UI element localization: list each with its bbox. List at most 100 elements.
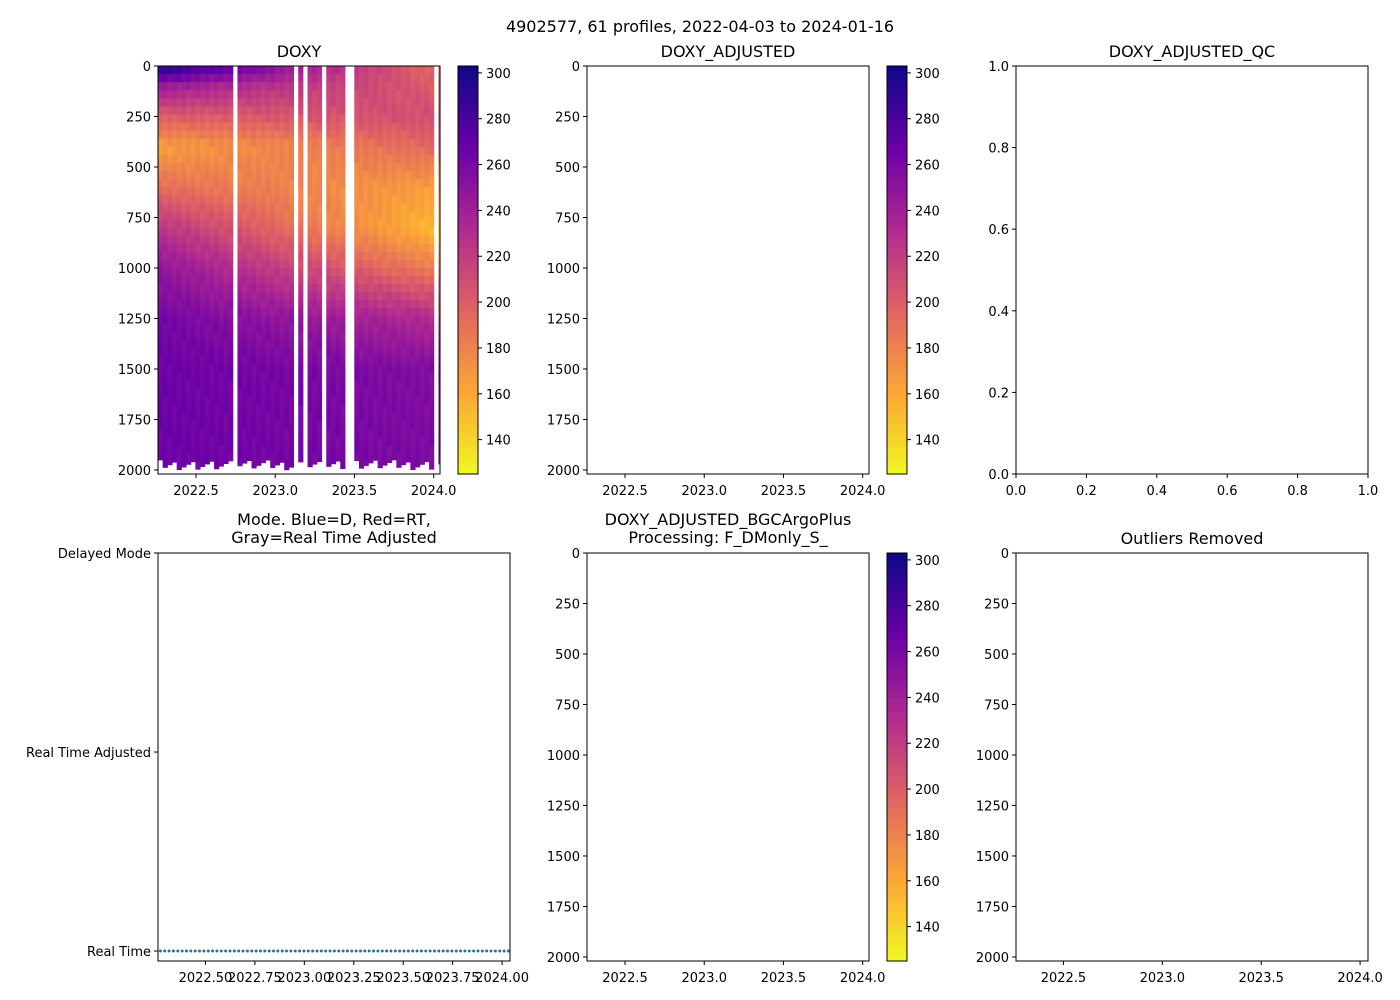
heatmap-cell	[307, 187, 313, 196]
heatmap-cell	[172, 171, 178, 180]
heatmap-cell	[279, 187, 285, 196]
heatmap-cell	[246, 146, 252, 156]
mode-point	[424, 949, 428, 953]
colorbar-segment	[887, 938, 907, 944]
heatmap-cell	[372, 74, 379, 83]
heatmap-cell	[335, 82, 341, 91]
heatmap-cell	[330, 90, 337, 99]
heatmap-cell	[335, 227, 341, 237]
colorbar-segment	[458, 406, 478, 412]
heatmap-cell	[316, 211, 323, 221]
y-tick-label: 1.0	[988, 60, 1009, 75]
heatmap-cell	[354, 267, 360, 277]
colorbar-segment	[887, 865, 907, 871]
colorbar-segment	[458, 215, 478, 221]
heatmap-cell	[410, 203, 416, 212]
heatmap-cell	[237, 235, 243, 245]
colorbar-segment	[458, 451, 478, 457]
heatmap-cell	[401, 397, 407, 406]
heatmap-cell	[251, 461, 257, 469]
colorbar-segment	[458, 75, 478, 81]
heatmap-cell	[429, 413, 435, 422]
heatmap-cell	[312, 243, 318, 253]
heatmap-cell	[190, 340, 196, 350]
heatmap-cell	[265, 219, 271, 229]
heatmap-cell	[377, 389, 383, 398]
heatmap-cell	[312, 405, 318, 414]
axes-frame	[586, 65, 870, 475]
heatmap-cell	[316, 316, 323, 326]
heatmap-cell	[340, 461, 346, 470]
heatmap-cell	[358, 171, 365, 180]
heatmap-cell	[410, 98, 416, 107]
heatmap-cell	[270, 90, 276, 99]
heatmap-cell	[424, 348, 430, 358]
heatmap-cell	[401, 106, 407, 115]
heatmap-cell	[284, 98, 290, 107]
heatmap-cell	[372, 259, 379, 269]
heatmap-cell	[396, 300, 402, 309]
heatmap-cell	[405, 74, 411, 83]
heatmap-cell	[326, 292, 332, 301]
heatmap-cell	[307, 98, 313, 107]
heatmap-cell	[284, 219, 290, 229]
heatmap-cell	[190, 389, 196, 398]
mode-point	[311, 949, 315, 953]
heatmap-cell	[358, 162, 365, 172]
heatmap-cell	[279, 340, 285, 350]
colorbar-segment	[887, 616, 907, 622]
mode-point	[285, 949, 289, 953]
heatmap-cell	[181, 243, 187, 253]
heatmap-cell	[419, 235, 425, 245]
heatmap-cell	[372, 66, 379, 75]
y-tick-label: 1750	[976, 900, 1009, 915]
heatmap-cell	[372, 179, 379, 188]
heatmap-cell	[363, 308, 369, 317]
heatmap-cell	[214, 219, 220, 229]
heatmap-cell	[391, 429, 397, 439]
heatmap-cell	[326, 187, 332, 196]
heatmap-cell	[298, 437, 304, 447]
heatmap-cell	[372, 98, 379, 107]
y-tick-label: 1500	[976, 850, 1009, 865]
colorbar-segment	[458, 292, 478, 298]
heatmap-cell	[405, 348, 411, 358]
heatmap-cell	[326, 146, 332, 156]
heatmap-cell	[335, 251, 341, 261]
heatmap-cell	[284, 114, 290, 124]
heatmap-cell	[429, 90, 435, 99]
heatmap-cell	[330, 251, 337, 261]
heatmap-cell	[228, 130, 234, 140]
heatmap-cell	[415, 324, 421, 334]
colorbar-segment	[887, 838, 907, 844]
heatmap-cell	[284, 130, 290, 140]
colorbar-segment	[458, 469, 478, 475]
heatmap-cell	[284, 66, 290, 75]
colorbar-segment	[887, 197, 907, 203]
heatmap-cell	[279, 300, 285, 309]
heatmap-cell	[284, 461, 290, 471]
heatmap-cell	[228, 308, 234, 317]
heatmap-cell	[372, 284, 379, 293]
heatmap-cell	[419, 267, 425, 277]
heatmap-cell	[200, 381, 206, 390]
heatmap-cell	[354, 154, 360, 164]
heatmap-cell	[335, 308, 341, 317]
heatmap-cell	[391, 227, 397, 237]
heatmap-cell	[410, 171, 416, 180]
heatmap-cell	[396, 90, 402, 99]
heatmap-cell	[279, 219, 285, 229]
heatmap-cell	[307, 405, 313, 414]
heatmap-cell	[204, 219, 210, 229]
heatmap-cell	[209, 82, 215, 91]
heatmap-cell	[405, 405, 411, 414]
heatmap-cell	[260, 259, 266, 269]
heatmap-cell	[354, 187, 360, 196]
heatmap-cell	[438, 453, 440, 463]
heatmap-cell	[326, 405, 332, 414]
heatmap-cell	[186, 243, 192, 253]
heatmap-cell	[382, 324, 388, 334]
heatmap-cell	[307, 348, 313, 358]
heatmap-cell	[288, 114, 295, 124]
colorbar-segment	[458, 192, 478, 199]
